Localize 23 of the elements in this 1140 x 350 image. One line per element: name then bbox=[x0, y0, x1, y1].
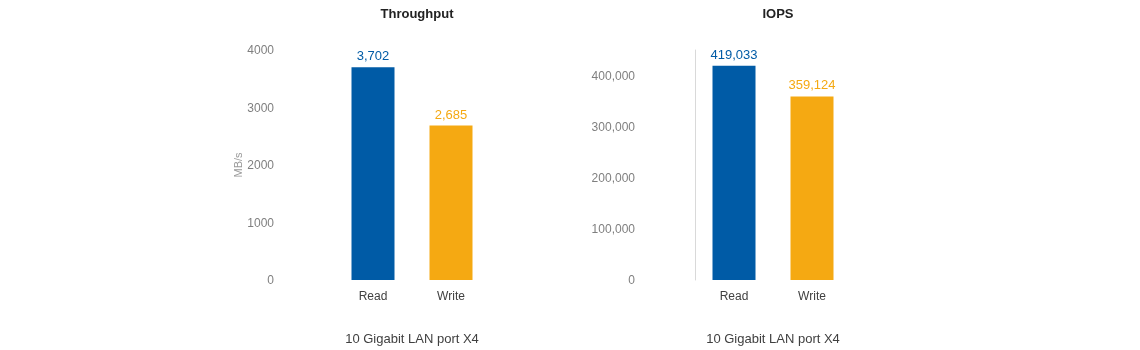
x-axis-title: 10 Gigabit LAN port X4 bbox=[345, 331, 479, 346]
y-tick-label: 0 bbox=[628, 273, 636, 287]
y-axis-title: MB/s bbox=[231, 151, 244, 178]
chart-title: IOPS bbox=[762, 6, 794, 21]
y-tick-label: 2000 bbox=[247, 158, 275, 172]
chart-title: Throughput bbox=[380, 6, 455, 21]
y-tick-label: 400,000 bbox=[591, 68, 636, 83]
data-label: 419,033 bbox=[710, 46, 758, 62]
y-tick-label: 3000 bbox=[247, 100, 275, 115]
y-tick-label: 0 bbox=[267, 273, 275, 287]
y-tick-label: 100,000 bbox=[591, 221, 636, 236]
y-tick-label: 300,000 bbox=[591, 119, 636, 134]
x-tick-label: Write bbox=[798, 289, 827, 303]
data-label: 359,124 bbox=[788, 77, 836, 93]
data-label: 3,702 bbox=[356, 48, 390, 64]
data-label: 2,685 bbox=[434, 106, 468, 122]
x-axis-title: 10 Gigabit LAN port X4 bbox=[706, 331, 840, 346]
x-tick-label: Write bbox=[437, 289, 466, 303]
y-tick-label: 1000 bbox=[247, 215, 275, 230]
y-tick-label: 4000 bbox=[247, 43, 275, 57]
x-tick-label: Read bbox=[719, 289, 749, 303]
x-tick-label: Read bbox=[358, 289, 388, 303]
y-tick-label: 200,000 bbox=[591, 170, 636, 185]
